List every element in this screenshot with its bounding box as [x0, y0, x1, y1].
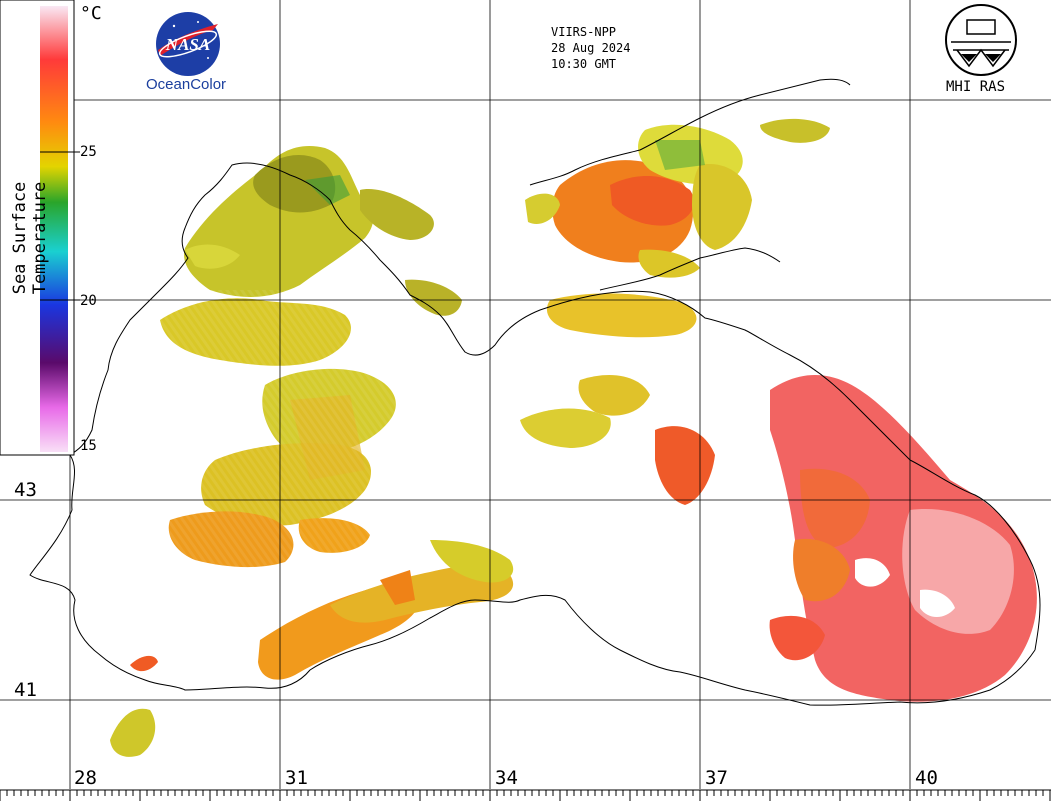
longitude-label-28: 28 [74, 767, 97, 789]
acquisition-time: 10:30 GMT [551, 57, 617, 71]
colorbar-title: Sea Surface Temperature [10, 181, 50, 295]
colorbar [0, 0, 80, 456]
colorbar-unit: °C [80, 3, 102, 24]
sst-crimea [525, 118, 830, 278]
sst-east-basin [769, 375, 1037, 702]
longitude-label-31: 31 [285, 767, 308, 789]
colorbar-gradient [40, 6, 68, 452]
satellite-name: VIIRS-NPP [551, 25, 617, 39]
latitude-label-43: 43 [14, 479, 37, 501]
longitude-label-40: 40 [915, 767, 938, 789]
nasa-logo: NASA [156, 12, 220, 76]
latitude-label-41: 41 [14, 679, 37, 701]
longitude-label-34: 34 [495, 767, 518, 789]
colorbar-tick-15: 15 [80, 438, 97, 454]
mhi-ras-logo [945, 4, 1017, 76]
acquisition-date: 28 Aug 2024 [551, 41, 631, 55]
nasa-logo-text: NASA [165, 35, 210, 54]
sst-sw-coast [130, 540, 514, 680]
mhi-ras-caption: MHI RAS [946, 79, 1006, 95]
longitude-label-37: 37 [705, 767, 728, 789]
image-header: VIIRS-NPP 28 Aug 2024 10:30 GMT [551, 24, 630, 72]
sst-marmara [110, 708, 156, 757]
sst-central-basin [520, 293, 715, 505]
colorbar-tick-20: 20 [80, 293, 97, 309]
sst-nw-shelf [184, 146, 462, 316]
oceancolor-caption: OceanColor [146, 76, 227, 93]
colorbar-tick-25: 25 [80, 144, 97, 160]
